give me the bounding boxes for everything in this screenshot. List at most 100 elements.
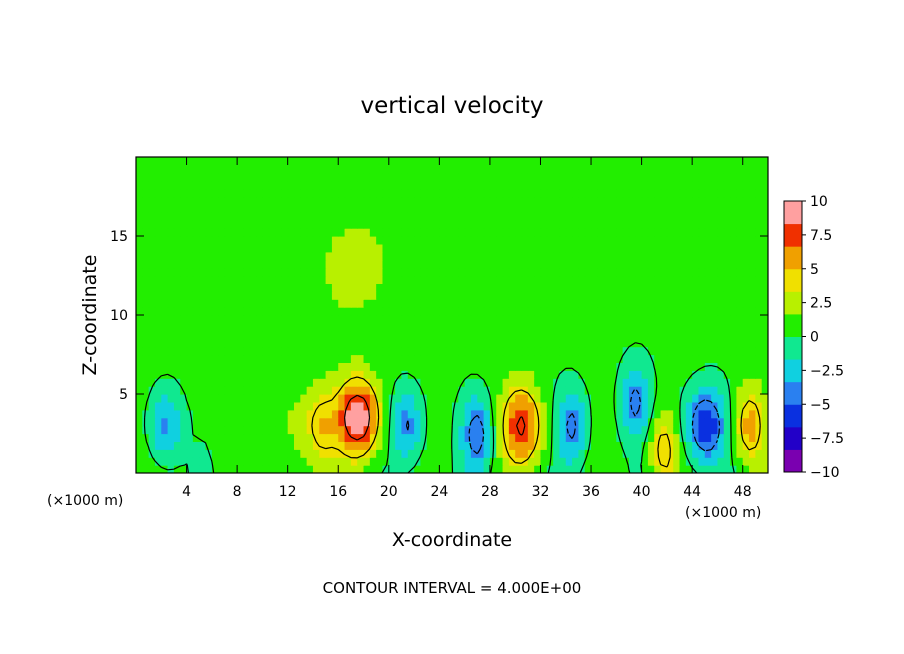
field-cell <box>666 180 674 190</box>
field-cell <box>256 401 263 411</box>
field-cell <box>660 362 668 371</box>
field-cell <box>660 322 668 332</box>
field-cell <box>565 243 573 253</box>
field-cell <box>312 291 320 300</box>
field-cell <box>243 164 251 174</box>
field-cell <box>230 157 238 166</box>
field-cell <box>338 164 346 174</box>
field-cell <box>401 307 409 316</box>
field-cell <box>414 401 421 411</box>
field-cell <box>142 394 150 403</box>
field-cell <box>660 307 668 316</box>
field-cell <box>635 172 643 182</box>
field-cell <box>350 417 358 427</box>
field-cell <box>192 307 200 316</box>
field-cell <box>755 157 763 166</box>
field-cell <box>628 157 636 166</box>
field-cell <box>325 370 333 379</box>
field-cell <box>167 259 175 269</box>
field-cell <box>742 346 750 356</box>
field-cell <box>692 157 700 166</box>
field-cell <box>249 180 257 190</box>
field-cell <box>622 204 630 213</box>
field-cell <box>534 370 542 379</box>
field-cell <box>369 196 377 205</box>
field-cell <box>540 386 548 395</box>
field-cell <box>717 441 725 450</box>
field-cell <box>515 370 523 379</box>
field-cell <box>414 465 421 473</box>
field-cell <box>243 212 251 221</box>
field-cell <box>483 386 491 395</box>
field-cell <box>666 409 674 419</box>
field-cell <box>502 267 510 277</box>
field-cell <box>268 330 276 340</box>
field-cell <box>464 386 472 395</box>
field-cell <box>704 267 712 277</box>
field-cell <box>192 409 200 419</box>
field-cell <box>622 322 630 332</box>
field-cell <box>584 449 592 458</box>
field-cell <box>679 259 687 269</box>
field-cell <box>388 449 396 458</box>
field-cell <box>534 299 542 308</box>
field-cell <box>407 259 415 269</box>
field-cell <box>515 338 523 348</box>
field-cell <box>420 267 428 277</box>
field-cell <box>243 378 251 387</box>
field-cell <box>136 196 143 205</box>
field-cell <box>610 354 617 363</box>
field-cell <box>483 243 491 253</box>
field-cell <box>578 322 586 332</box>
field-cell <box>515 322 523 332</box>
field-cell <box>344 338 352 348</box>
field-cell <box>325 315 333 324</box>
field-cell <box>433 196 440 205</box>
field-cell <box>401 425 409 435</box>
field-cell <box>180 457 188 466</box>
field-cell <box>502 196 510 205</box>
field-cell <box>363 370 371 379</box>
field-cell <box>262 449 270 458</box>
field-cell <box>357 157 365 166</box>
field-cell <box>237 346 245 356</box>
field-cell <box>294 291 301 300</box>
field-cell <box>230 338 238 348</box>
field-cell <box>281 275 289 284</box>
field-cell <box>426 283 434 292</box>
field-cell <box>230 188 238 198</box>
field-cell <box>483 188 491 198</box>
field-cell <box>508 354 516 363</box>
field-cell <box>458 259 466 269</box>
field-cell <box>275 243 282 253</box>
field-cell <box>496 433 504 442</box>
field-cell <box>275 338 282 348</box>
field-cell <box>628 243 636 253</box>
field-cell <box>186 441 194 450</box>
field-cell <box>180 362 188 371</box>
field-cell <box>483 259 491 269</box>
field-cell <box>502 425 510 435</box>
field-cell <box>294 322 301 332</box>
field-cell <box>445 449 453 458</box>
field-cell <box>237 172 245 182</box>
colorbar-swatch <box>784 291 802 315</box>
field-cell <box>540 417 548 427</box>
field-cell <box>654 157 662 166</box>
field-cell <box>369 283 377 292</box>
field-cell <box>711 409 719 419</box>
field-cell <box>268 251 276 261</box>
field-cell <box>294 204 301 213</box>
field-cell <box>186 188 194 198</box>
field-cell <box>553 236 561 245</box>
field-cell <box>350 243 358 253</box>
field-cell <box>369 157 377 166</box>
field-cell <box>673 370 681 379</box>
field-cell <box>433 228 440 237</box>
field-cell <box>445 378 453 387</box>
field-cell <box>502 409 510 419</box>
field-cell <box>572 164 579 174</box>
field-cell <box>211 243 219 253</box>
field-cell <box>338 307 346 316</box>
field-cell <box>249 164 257 174</box>
